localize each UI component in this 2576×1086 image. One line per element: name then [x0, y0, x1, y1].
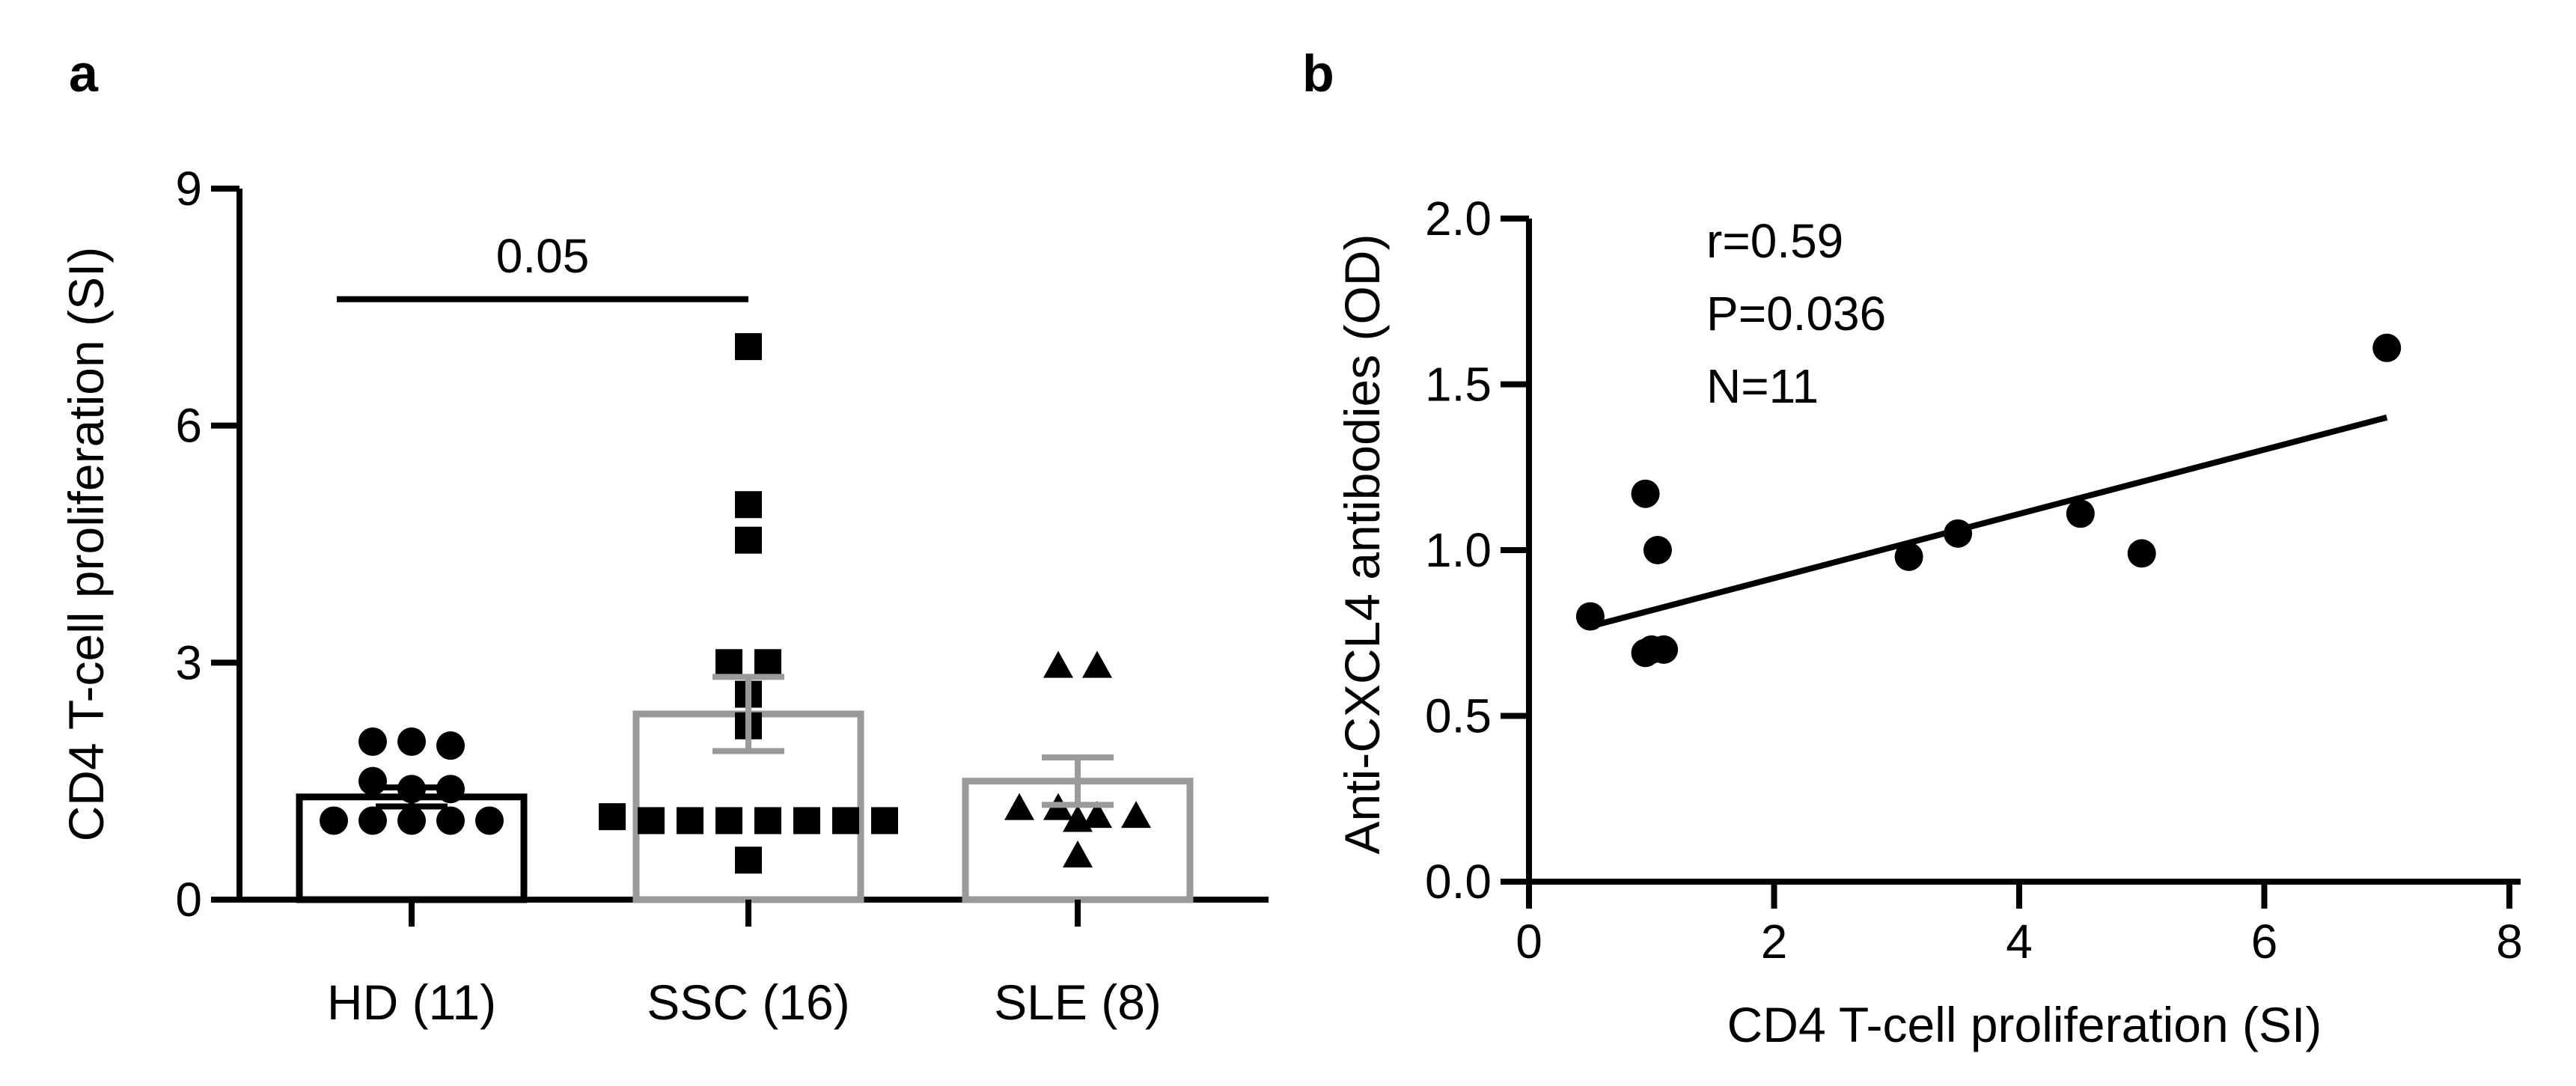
data-point-square [599, 803, 626, 831]
data-point-triangle [1063, 805, 1093, 832]
data-point [1894, 542, 1923, 571]
significance-label: 0.05 [496, 229, 590, 283]
data-point-square [715, 649, 742, 677]
panel-b-label: b [1302, 44, 1334, 103]
data-point-circle [358, 727, 387, 756]
data-point-square [754, 649, 781, 677]
data-point-triangle [1004, 793, 1034, 820]
data-point-triangle [1121, 801, 1151, 829]
data-point-square [677, 807, 703, 835]
panel-a-y-axis-title: CD4 T-cell proliferation (SI) [58, 247, 114, 842]
data-point [1643, 536, 1672, 564]
data-point-triangle [1082, 801, 1112, 829]
x-tick-label: 2 [1761, 915, 1788, 968]
y-tick-label: 0.0 [1425, 855, 1492, 909]
data-point-triangle [1043, 650, 1073, 678]
data-point-square [735, 491, 762, 519]
y-tick-label: 3 [175, 635, 202, 689]
data-point [2372, 333, 2402, 362]
data-point-triangle [1082, 650, 1112, 678]
stat-annotation: N=11 [1706, 359, 1819, 413]
category-label: HD (11) [327, 974, 496, 1030]
data-point-square [754, 807, 781, 835]
data-point-square [638, 807, 665, 835]
data-point-square [832, 807, 859, 835]
y-tick-label: 0 [175, 873, 202, 927]
data-point-circle [436, 806, 465, 835]
y-tick-label: 6 [175, 399, 202, 453]
data-point-circle [320, 806, 348, 835]
data-point [2066, 499, 2095, 528]
data-point-circle [397, 806, 426, 835]
data-point-circle [475, 806, 504, 835]
y-tick-label: 2.0 [1425, 192, 1492, 245]
y-tick-label: 1.0 [1425, 523, 1492, 577]
x-tick-label: 6 [2251, 915, 2278, 968]
x-tick-label: 0 [1516, 915, 1542, 968]
data-point-circle [358, 766, 387, 796]
y-tick-label: 1.5 [1425, 358, 1492, 412]
data-point-triangle [1063, 840, 1093, 867]
data-point [1631, 479, 1660, 508]
panel-b-scatter-chart: 0.0 0.5 1.0 1.5 2.0 0 2 4 6 8 Anti-CXCL4 antibod… [1334, 192, 2523, 1052]
panel-b-x-axis-title: CD4 T-cell proliferation (SI) [1727, 997, 2322, 1052]
data-point [1631, 638, 1660, 668]
regression-line [1589, 414, 2388, 629]
data-point-square [793, 807, 820, 835]
panel-a-bar-chart: 0 3 6 9 CD4 T-cell proliferation (SI) HD (1… [58, 162, 1269, 1030]
stat-annotation: r=0.59 [1706, 214, 1843, 268]
y-tick-label: 9 [175, 162, 202, 216]
x-tick-label: 8 [2496, 915, 2523, 968]
data-point-circle [436, 775, 465, 804]
stat-annotation: P=0.036 [1706, 287, 1886, 341]
data-point [1575, 602, 1605, 631]
category-label: SSC (16) [647, 974, 849, 1030]
data-point-square [735, 333, 762, 361]
data-point [1944, 519, 1973, 548]
data-point-square [735, 846, 762, 874]
data-point-square [715, 807, 742, 835]
data-point-square [871, 807, 898, 835]
data-point-circle [358, 806, 387, 835]
data-point-circle [436, 731, 465, 760]
data-point-square [735, 526, 762, 554]
panel-b-y-axis-title: Anti-CXCL4 antibodies (OD) [1334, 234, 1390, 855]
data-point-circle [397, 727, 426, 756]
panel-a-label: a [69, 44, 99, 103]
x-tick-label: 4 [2006, 915, 2033, 968]
category-label: SLE (8) [994, 974, 1162, 1030]
y-tick-label: 0.5 [1425, 689, 1492, 743]
data-point [2127, 539, 2156, 568]
